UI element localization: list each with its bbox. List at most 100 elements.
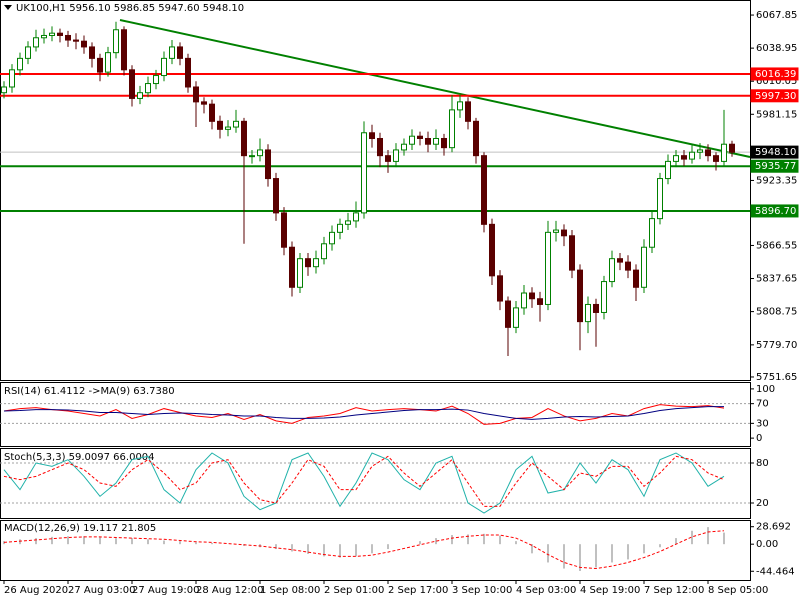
histogram-bar xyxy=(211,542,213,545)
indicator-line xyxy=(3,406,724,420)
y-tick-label: 30 xyxy=(756,418,769,429)
candle-body xyxy=(673,155,679,162)
candle-body xyxy=(641,246,647,288)
x-tick-label: 7 Sep 12:00 xyxy=(644,585,704,596)
histogram-bar xyxy=(115,538,117,545)
price-label-box xyxy=(750,204,799,218)
candle-body xyxy=(481,155,487,225)
candle-body xyxy=(257,149,263,157)
candle-body xyxy=(649,218,655,248)
candle-body xyxy=(185,57,191,88)
candle-body xyxy=(41,34,47,39)
histogram-bar xyxy=(3,541,5,545)
rsi-title: RSI(14) 61.4112 ->MA(9) 63.7380 xyxy=(4,386,175,397)
y-tick-label: 28.692 xyxy=(756,522,791,533)
stoch-title: Stoch(5,3,3) 59.0097 66.0004 xyxy=(4,452,155,463)
x-tick-label: 27 Aug 19:00 xyxy=(132,585,199,596)
candle-body xyxy=(145,83,151,94)
candle-body xyxy=(337,223,343,233)
histogram-bar xyxy=(579,544,581,571)
menu-arrow[interactable] xyxy=(4,5,12,10)
candle-body xyxy=(657,178,663,220)
x-tick-label: 4 Sep 03:00 xyxy=(516,585,576,596)
candle-body xyxy=(513,307,519,328)
price-label: 6016.39 xyxy=(755,69,796,80)
histogram-bar xyxy=(723,532,725,545)
candle-body xyxy=(89,46,95,59)
price-label-box xyxy=(750,67,799,81)
histogram-bar xyxy=(323,544,325,557)
rsi-frame xyxy=(0,382,751,447)
candle-body xyxy=(353,212,359,222)
histogram-bar xyxy=(371,544,373,554)
histogram-bar xyxy=(675,538,677,545)
histogram-bar xyxy=(131,538,133,545)
y-tick-label: 0.00 xyxy=(756,539,778,550)
candle-body xyxy=(297,258,303,288)
candle-body xyxy=(57,32,63,36)
candle-body xyxy=(153,75,159,85)
candle-body xyxy=(633,269,639,288)
candle-body xyxy=(217,120,223,130)
candle-body xyxy=(25,46,31,59)
candle-body xyxy=(609,258,615,283)
candle-body xyxy=(465,101,471,122)
macd-title: MACD(12,26,9) 19.117 21.805 xyxy=(4,523,156,534)
candle-body xyxy=(121,29,127,71)
y-tick-label: 5779.70 xyxy=(756,340,797,351)
candle-body xyxy=(33,37,39,48)
price-label-box xyxy=(750,159,799,173)
y-tick-label: 5866.55 xyxy=(756,240,797,251)
candle-body xyxy=(401,143,407,151)
main-frame xyxy=(0,0,751,381)
candle-body xyxy=(489,223,495,277)
candle-body xyxy=(681,155,687,160)
candle-body xyxy=(113,29,119,54)
candle-body xyxy=(417,135,423,139)
candle-body xyxy=(105,52,111,73)
price-label: 5935.77 xyxy=(755,161,796,172)
histogram-bar xyxy=(643,544,645,554)
candle-body xyxy=(441,137,447,149)
candle-body xyxy=(425,137,431,145)
candle-body xyxy=(233,120,239,128)
candle-body xyxy=(193,86,199,103)
candle-body xyxy=(553,229,559,233)
candle-body xyxy=(449,109,455,149)
candle-body xyxy=(721,143,727,162)
candle-body xyxy=(617,258,623,263)
y-tick-label: 5751.65 xyxy=(756,372,797,383)
candle-body xyxy=(385,155,391,162)
y-tick-label: 5923.35 xyxy=(756,175,797,186)
histogram-bar xyxy=(547,544,549,563)
histogram-bar xyxy=(35,538,37,545)
chart-title: UK100,H1 5956.10 5986.85 5947.60 5948.10 xyxy=(16,3,244,14)
candle-body xyxy=(265,149,271,180)
y-tick-label: -44.464 xyxy=(756,566,795,577)
candle-body xyxy=(17,57,23,71)
frames xyxy=(0,0,751,581)
candle-body xyxy=(369,132,375,139)
candle-body xyxy=(433,137,439,145)
candle-body xyxy=(729,143,735,153)
candle-body xyxy=(177,46,183,59)
candle-body xyxy=(81,40,87,48)
histogram-bar xyxy=(419,541,421,545)
histogram-bar xyxy=(83,536,85,545)
y-tick-label: 5837.65 xyxy=(756,274,797,285)
histogram-bar xyxy=(451,535,453,545)
y-tick-label: 100 xyxy=(756,384,775,395)
histogram-bar xyxy=(179,541,181,545)
candle-body xyxy=(625,261,631,271)
candle-body xyxy=(577,269,583,323)
candle-body xyxy=(169,46,175,59)
candle-body xyxy=(281,212,287,248)
candle-body xyxy=(545,231,551,305)
y-tick-label: 6010.05 xyxy=(756,76,797,87)
candle-body xyxy=(313,258,319,268)
histogram-bar xyxy=(99,536,101,545)
price-label: 5997.30 xyxy=(755,91,796,102)
histogram-bar xyxy=(355,544,357,557)
y-tick-label: 5808.75 xyxy=(756,307,797,318)
y-tick-label: 0 xyxy=(756,433,762,444)
